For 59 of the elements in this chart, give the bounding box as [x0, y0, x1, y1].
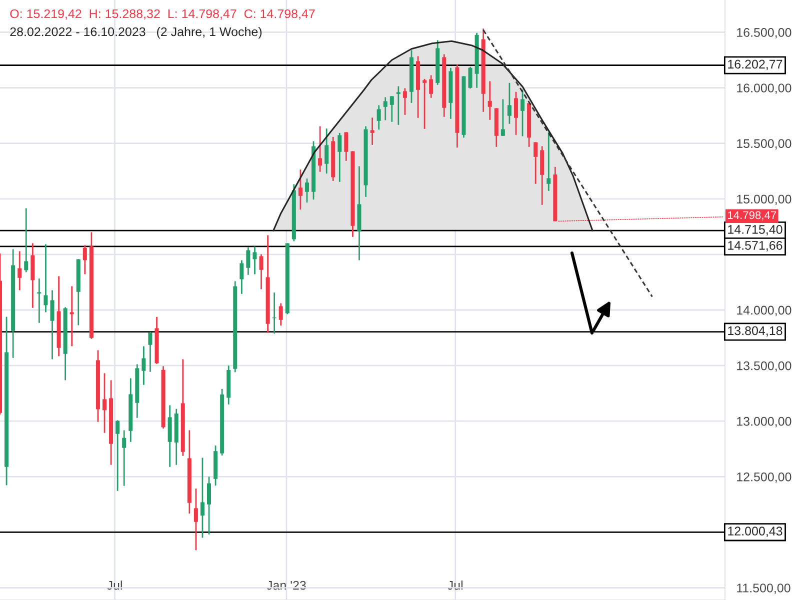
candlestick [429, 74, 434, 99]
candlestick [520, 88, 525, 137]
candlestick [142, 346, 146, 386]
candlestick [318, 126, 322, 173]
candlestick [50, 290, 54, 360]
y-tick-label: 15.000,00 [737, 194, 792, 206]
candlestick [507, 82, 512, 125]
candlestick [194, 488, 198, 551]
candlestick [70, 286, 74, 347]
ref-line-label: 14.571,66 [728, 240, 782, 252]
candlestick [116, 420, 120, 492]
candlestick [278, 302, 283, 326]
y-tick-label: 13.500,00 [737, 361, 792, 372]
candlestick [500, 98, 505, 137]
candlestick [468, 66, 472, 90]
candlestick [298, 168, 302, 210]
candlestick [376, 104, 381, 130]
text: 28.02.2022 - 16.10.2023 (2 Jahre, 1 Woche) [10, 27, 262, 39]
y-tick-label: 11.500,00 [737, 584, 790, 594]
candlestick [338, 132, 342, 183]
candlestick [246, 246, 250, 276]
ref-line-label: 13.804,18 [728, 326, 782, 337]
candlestick [240, 260, 244, 295]
candlestick [514, 91, 518, 136]
candlestick [252, 246, 257, 275]
y-tick-label: 16.500,00 [737, 28, 792, 38]
candlestick [370, 116, 374, 146]
y-tick-label: 16.000,00 [737, 84, 792, 94]
candlestick [396, 86, 400, 126]
candlestick [546, 132, 551, 192]
annotation: 14.798,47 [728, 211, 776, 220]
candlestick [402, 88, 407, 116]
candlestick [148, 331, 152, 373]
candlestick [24, 208, 28, 273]
candlestick [324, 128, 329, 174]
y-tick-label: 15.500,00 [737, 139, 792, 150]
y-tick-label: 13.000,00 [737, 416, 792, 428]
candlestick [422, 78, 427, 130]
candlestick [534, 142, 538, 185]
candlestick [344, 132, 348, 162]
ref-line-label: 16.202,77 [728, 60, 782, 70]
candlestick [102, 372, 107, 434]
candlestick [383, 96, 388, 121]
ref-line-label: 14.715,40 [728, 225, 782, 236]
candlestick [200, 457, 204, 538]
candlestick [18, 250, 22, 291]
text: O: 15.219,42 H: 15.288,32 L: 14.798,47 C: 14.798,47 [10, 9, 315, 20]
y-tick-label: 12.500,00 [737, 472, 792, 483]
candlestick [82, 244, 87, 275]
candlestick [44, 244, 48, 313]
y-tick-label: 14.000,00 [737, 306, 792, 316]
candlestick [207, 476, 212, 536]
candlestick [259, 254, 264, 290]
candlestick [488, 80, 492, 121]
candlestick [37, 278, 42, 324]
candlestick [304, 178, 309, 204]
candlestick [390, 96, 394, 123]
candlestick [122, 430, 126, 487]
ref-line-label: 12.000,43 [728, 526, 782, 538]
